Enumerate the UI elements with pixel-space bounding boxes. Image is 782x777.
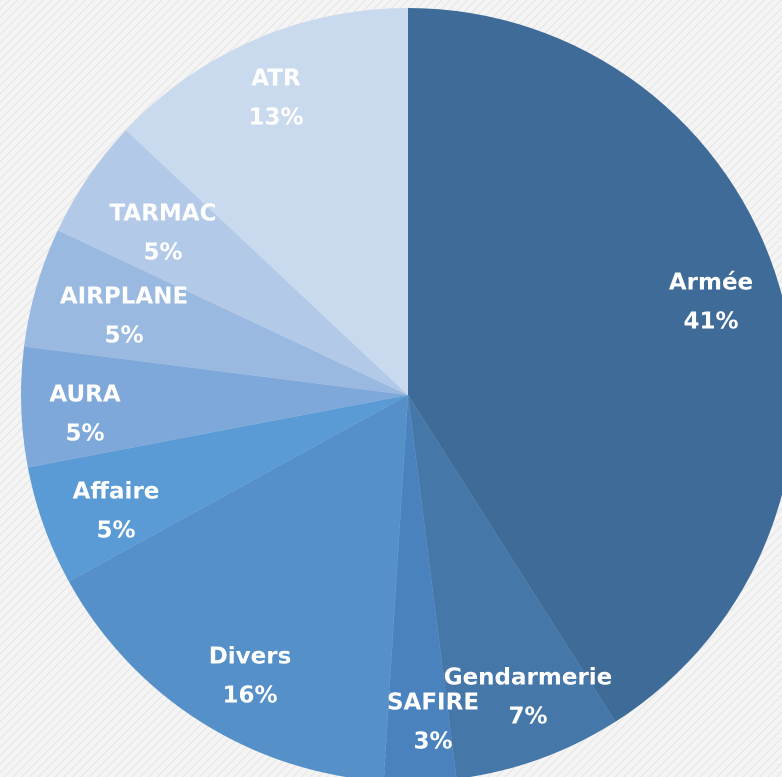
- pie-slice: [68, 395, 408, 777]
- slice-label: TARMAC: [110, 201, 217, 227]
- slice-label: Armée: [669, 270, 753, 296]
- value-label: 3%: [413, 729, 452, 755]
- value-label: 5%: [96, 518, 135, 544]
- slice-label: ATR: [251, 66, 301, 92]
- slice-label: SAFIRE: [387, 690, 479, 716]
- slice-label: Divers: [209, 644, 292, 670]
- value-label: 5%: [65, 421, 104, 447]
- pie-slice: [408, 8, 782, 722]
- pie-slice: [125, 8, 408, 395]
- pie-slice: [408, 395, 616, 777]
- pie-slice: [57, 130, 408, 396]
- value-label: 7%: [508, 704, 547, 730]
- slice-label: Gendarmerie: [444, 665, 613, 691]
- value-label: 5%: [143, 240, 182, 266]
- labels: Armée 41% Gendarmerie 7% SAFIRE 3% Divers 16% Af…: [49, 66, 753, 755]
- pie: [21, 8, 782, 777]
- slice-label: AIRPLANE: [60, 284, 188, 310]
- value-label: 5%: [104, 323, 143, 349]
- pie-slice: [24, 230, 409, 395]
- pie-slice: [27, 395, 409, 582]
- value-label: 13%: [248, 105, 303, 131]
- value-label: 16%: [222, 683, 277, 709]
- slice-label: Affaire: [73, 479, 160, 505]
- slice-label: AURA: [49, 382, 120, 408]
- pie-slice: [21, 346, 409, 468]
- pie-slice: [383, 395, 457, 777]
- value-label: 41%: [683, 309, 738, 335]
